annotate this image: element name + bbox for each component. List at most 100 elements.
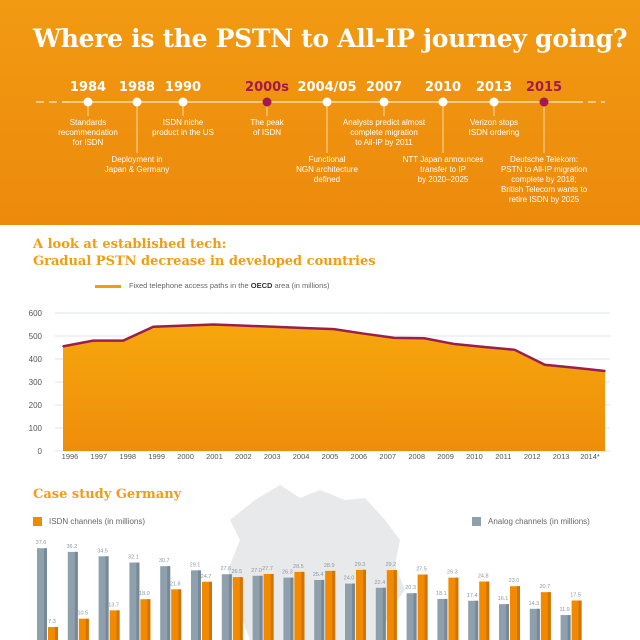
isdn-value-label: 29.2 [385,562,396,568]
data-point [62,345,64,348]
timeline-event: Deutsche Telekom: PSTN to All-IP migrati… [500,155,588,204]
data-point [543,363,546,366]
x-tick-label: 2003 [264,452,281,461]
analog-bar [499,604,509,640]
timeline-event: ISDN niche product in the US [152,118,214,137]
isdn-bar [78,618,89,640]
isdn-value-label: 24.8 [478,574,489,580]
analog-bar-shade [444,598,448,640]
x-tick-label: 2010 [466,452,483,461]
data-point [212,323,215,326]
timeline-dot [132,97,142,107]
analog-legend-label: Analog channels (in millions) [488,517,590,526]
isdn-bar-shade [85,618,89,640]
analog-bar-shade [321,579,325,640]
isdn-bar [171,589,182,640]
timeline-year: 1984 [69,80,107,95]
legend-text: Fixed telephone access paths in the [129,281,251,290]
data-point [363,332,365,335]
isdn-bar-shade [178,589,182,640]
analog-value-label: 30.7 [159,558,170,564]
case-study-title: Case study Germany [33,487,182,502]
x-tick-label: 2004 [293,452,310,461]
y-tick-label: 0 [38,447,43,456]
analog-bar-shade [74,551,78,640]
data-point [574,366,576,369]
data-point [423,337,426,340]
timeline-year: 2000s [245,80,289,95]
analog-bar-shade [475,600,479,640]
isdn-bar [448,577,459,640]
isdn-legend-label: ISDN channels (in millions) [49,517,146,526]
x-tick-label: 2001 [206,452,223,461]
analog-value-label: 34.5 [97,548,108,554]
x-tick-label: 1997 [91,452,108,461]
y-tick-label: 200 [29,401,43,410]
x-tick-label: 1999 [148,452,165,461]
x-tick-label: 2014* [580,452,600,461]
page-title: Where is the PSTN to All-IP journey goin… [33,24,628,53]
isdn-value-label: 28.9 [324,563,335,569]
analog-bar-shade [136,562,140,640]
data-point [483,346,486,348]
analog-bar [67,551,78,640]
isdn-value-label: 29.3 [355,562,366,568]
analog-bar [529,608,540,640]
analog-bar-shade [382,587,386,640]
data-point [604,370,606,372]
analog-bar-shade [167,566,171,640]
data-point [182,324,185,327]
data-point [393,337,396,339]
analog-value-label: 20.3 [405,585,416,591]
analog-bar [252,575,263,640]
isdn-bar [202,581,212,640]
isdn-value-label: 21.8 [170,581,181,587]
legend-text-end: area (in millions) [272,281,330,290]
legend-swatch [95,284,121,288]
timeline-year: 2007 [365,80,403,95]
analog-value-label: 18.1 [436,591,447,597]
analog-bar-shade [105,556,109,640]
isdn-swatch [33,517,42,527]
isdn-value-label: 7.3 [48,619,56,625]
analog-value-label: 32.1 [128,555,139,561]
isdn-bar-shade [517,586,520,640]
timeline-dot [83,97,93,107]
analog-bar-shade [536,608,540,640]
isdn-bar [109,610,120,640]
timeline-dot [178,97,188,107]
timeline-year: 2015 [525,80,563,95]
timeline-event: Deployment in Japan & Germany [104,155,170,174]
y-tick-label: 300 [29,378,43,387]
analog-bar [221,574,232,640]
timeline: 1984 Standards recommendation for ISDN 198… [0,0,640,225]
analog-bar [98,556,109,640]
data-point [333,328,335,330]
timeline-event: Verizon stops ISDN ordering [468,118,520,137]
isdn-value-label: 26.5 [231,569,242,575]
isdn-bar-shade [147,599,151,640]
x-tick-label: 2009 [437,452,454,461]
analog-bar-shade [198,570,201,640]
isdn-bar [356,569,366,640]
analog-bar [191,570,201,640]
isdn-bar [510,586,520,640]
y-tick-label: 400 [29,355,43,364]
data-point [152,326,155,328]
timeline-event: Standards recommendation for ISDN [58,118,118,147]
isdn-value-label: 20.7 [539,584,550,590]
data-point [242,324,245,327]
section-heading: A look at established tech: Gradual PSTN … [33,236,376,270]
x-tick-label: 2002 [235,452,252,461]
analog-value-label: 22.4 [374,580,385,586]
timeline-dot [262,97,272,107]
x-tick-label: 2000 [177,452,194,461]
data-point [272,326,275,328]
analog-bar-shade [567,615,571,640]
timeline-event: The peak of ISDN [250,118,284,137]
analog-value-label: 11.9 [559,607,569,613]
isdn-bar-shade [116,610,120,640]
isdn-value-label: 28.5 [293,564,304,570]
analog-bar-shade [228,574,232,640]
area-legend: Fixed telephone access paths in the OECD… [95,281,330,290]
